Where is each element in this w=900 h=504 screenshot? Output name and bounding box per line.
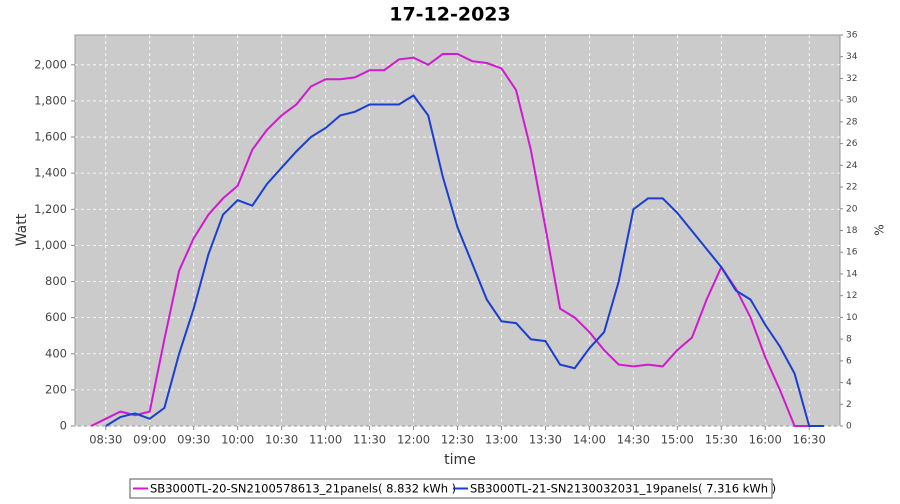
y-tick-label: 1,000 xyxy=(34,238,67,252)
x-tick-label: 08:30 xyxy=(89,433,122,447)
x-tick-label: 16:00 xyxy=(749,433,782,447)
x-tick-label: 10:30 xyxy=(265,433,298,447)
x-tick-label: 14:00 xyxy=(573,433,606,447)
y2-tick-label: 32 xyxy=(846,74,857,84)
x-tick-label: 11:30 xyxy=(353,433,386,447)
y2-tick-label: 2 xyxy=(846,400,852,410)
x-tick-label: 09:00 xyxy=(133,433,166,447)
x-tick-label: 11:00 xyxy=(309,433,342,447)
y2-tick-label: 10 xyxy=(846,313,858,323)
y2-tick-label: 22 xyxy=(846,183,857,193)
y-tick-label: 200 xyxy=(45,382,67,396)
x-tick-label: 16:30 xyxy=(793,433,826,447)
x-tick-label: 09:30 xyxy=(177,433,210,447)
y2-tick-label: 34 xyxy=(846,52,858,62)
y2-tick-label: 20 xyxy=(846,204,858,214)
y-tick-label: 1,800 xyxy=(34,93,67,107)
legend-label: SB3000TL-21-SN2130032031_19panels( 7.316… xyxy=(470,482,776,496)
y-tick-label: 1,400 xyxy=(34,166,67,180)
x-tick-label: 15:30 xyxy=(705,433,738,447)
x-tick-label: 13:00 xyxy=(485,433,518,447)
x-tick-label: 13:30 xyxy=(529,433,562,447)
y2-tick-label: 28 xyxy=(846,117,858,127)
y2-tick-label: 0 xyxy=(846,422,852,432)
y-tick-label: 1,600 xyxy=(34,130,67,144)
x-tick-label: 12:00 xyxy=(397,433,430,447)
x-tick-label: 15:00 xyxy=(661,433,694,447)
y2-tick-label: 16 xyxy=(846,248,858,258)
y2-tick-label: 24 xyxy=(846,161,858,171)
y2-tick-label: 12 xyxy=(846,291,857,301)
legend-label: SB3000TL-20-SN2100578613_21panels( 8.832… xyxy=(150,482,456,496)
x-tick-label: 10:00 xyxy=(221,433,254,447)
series-line xyxy=(105,94,824,427)
x-axis-label: time xyxy=(444,452,476,468)
y-axis-label: Watt xyxy=(14,213,30,246)
legend xyxy=(129,478,773,499)
chart-title: 17-12-2023 xyxy=(389,4,511,26)
y-tick-label: 400 xyxy=(45,346,67,360)
y2-tick-label: 6 xyxy=(846,356,852,366)
y2-tick-label: 18 xyxy=(846,226,858,236)
y2-tick-label: 36 xyxy=(846,31,858,41)
y-tick-label: 2,000 xyxy=(34,57,67,71)
y2-tick-label: 8 xyxy=(846,335,852,345)
y2-axis-label: % xyxy=(873,224,887,235)
y2-tick-label: 14 xyxy=(846,269,858,279)
x-tick-label: 14:30 xyxy=(617,433,650,447)
series-line xyxy=(90,53,810,427)
y-tick-label: 0 xyxy=(60,419,67,433)
y-tick-label: 1,200 xyxy=(34,202,67,216)
y2-tick-label: 30 xyxy=(846,96,858,106)
y-tick-label: 800 xyxy=(45,274,67,288)
x-tick-label: 12:30 xyxy=(441,433,474,447)
y2-tick-label: 26 xyxy=(846,139,858,149)
y2-tick-label: 4 xyxy=(846,378,852,388)
y-tick-label: 600 xyxy=(45,310,67,324)
